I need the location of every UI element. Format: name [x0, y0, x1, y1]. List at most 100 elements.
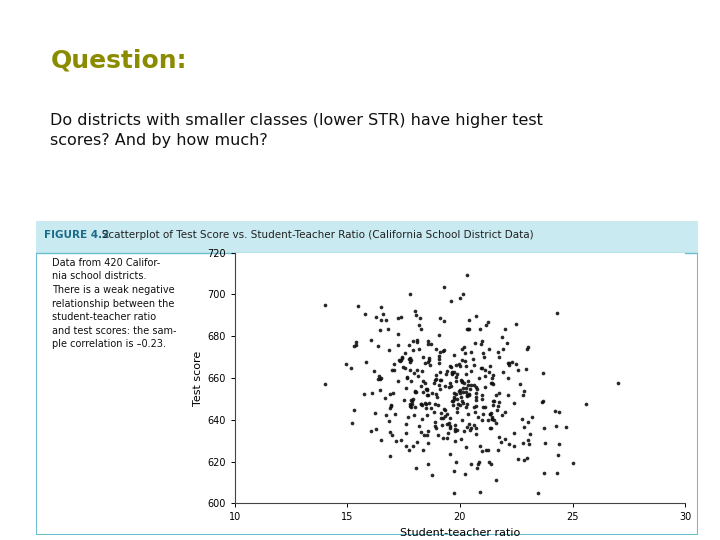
Point: [428, 378, 440, 387]
Point: [538, 424, 549, 433]
Point: [437, 347, 449, 355]
Point: [475, 340, 487, 348]
Point: [420, 404, 432, 413]
Point: [407, 346, 418, 355]
Point: [464, 426, 475, 435]
Point: [480, 403, 491, 411]
Point: [384, 389, 396, 398]
Point: [473, 374, 485, 382]
Point: [469, 361, 480, 370]
Point: [422, 336, 433, 345]
Point: [467, 354, 479, 363]
Point: [486, 414, 498, 423]
Point: [410, 464, 421, 472]
Point: [518, 387, 529, 395]
Point: [493, 433, 505, 441]
Point: [423, 357, 434, 366]
Point: [389, 365, 400, 374]
Point: [612, 379, 624, 388]
Point: [462, 325, 474, 333]
Point: [422, 438, 433, 447]
Point: [345, 364, 356, 373]
Point: [390, 409, 401, 418]
Point: [459, 349, 470, 357]
Point: [401, 374, 413, 382]
Point: [446, 368, 458, 376]
Point: [405, 289, 416, 298]
Point: [487, 370, 499, 379]
Point: [410, 402, 421, 411]
Point: [366, 335, 377, 344]
Point: [438, 282, 449, 291]
Point: [430, 345, 441, 353]
Point: [538, 396, 549, 405]
Point: [415, 428, 427, 436]
Point: [360, 357, 372, 366]
Point: [372, 375, 384, 383]
Point: [484, 345, 495, 354]
Point: [474, 324, 486, 333]
Point: [401, 373, 413, 381]
Point: [493, 389, 505, 397]
Point: [319, 380, 330, 388]
Point: [449, 437, 461, 445]
Point: [476, 416, 487, 424]
Point: [549, 407, 560, 415]
Point: [340, 360, 351, 369]
Point: [438, 404, 449, 413]
Point: [370, 312, 382, 321]
Point: [416, 366, 428, 375]
Point: [474, 457, 485, 466]
Point: [454, 386, 465, 395]
Point: [478, 352, 490, 361]
Point: [453, 400, 464, 408]
Point: [551, 468, 562, 477]
Point: [476, 363, 487, 372]
Point: [483, 367, 495, 376]
Point: [508, 442, 519, 451]
Point: [449, 424, 461, 433]
Point: [397, 353, 408, 361]
Point: [469, 312, 481, 320]
Point: [433, 330, 445, 339]
Point: [418, 446, 429, 455]
Point: [410, 388, 422, 396]
Point: [431, 424, 442, 433]
Point: [440, 370, 451, 379]
Point: [435, 414, 446, 422]
Point: [461, 442, 472, 451]
Point: [415, 382, 427, 390]
Point: [413, 345, 425, 354]
Point: [471, 464, 482, 472]
Point: [490, 476, 502, 484]
Point: [370, 424, 382, 433]
Point: [554, 408, 565, 416]
Point: [477, 390, 488, 399]
Point: [423, 399, 434, 407]
Point: [422, 427, 433, 435]
Point: [539, 438, 551, 447]
Point: [550, 421, 562, 430]
Point: [463, 390, 474, 399]
Point: [433, 381, 445, 389]
Point: [490, 391, 501, 400]
Point: [403, 446, 415, 454]
Point: [348, 342, 360, 350]
Point: [446, 297, 457, 306]
Point: [487, 380, 499, 388]
Point: [417, 353, 428, 362]
Point: [438, 434, 449, 442]
Point: [433, 351, 444, 360]
Point: [448, 400, 459, 409]
Point: [405, 402, 417, 411]
Point: [415, 400, 427, 408]
Point: [451, 407, 462, 416]
Point: [421, 386, 433, 394]
Point: [347, 418, 359, 427]
Point: [438, 316, 450, 325]
Point: [518, 423, 530, 431]
Point: [460, 402, 472, 411]
Point: [408, 411, 419, 420]
Point: [429, 399, 441, 408]
Point: [383, 325, 395, 333]
